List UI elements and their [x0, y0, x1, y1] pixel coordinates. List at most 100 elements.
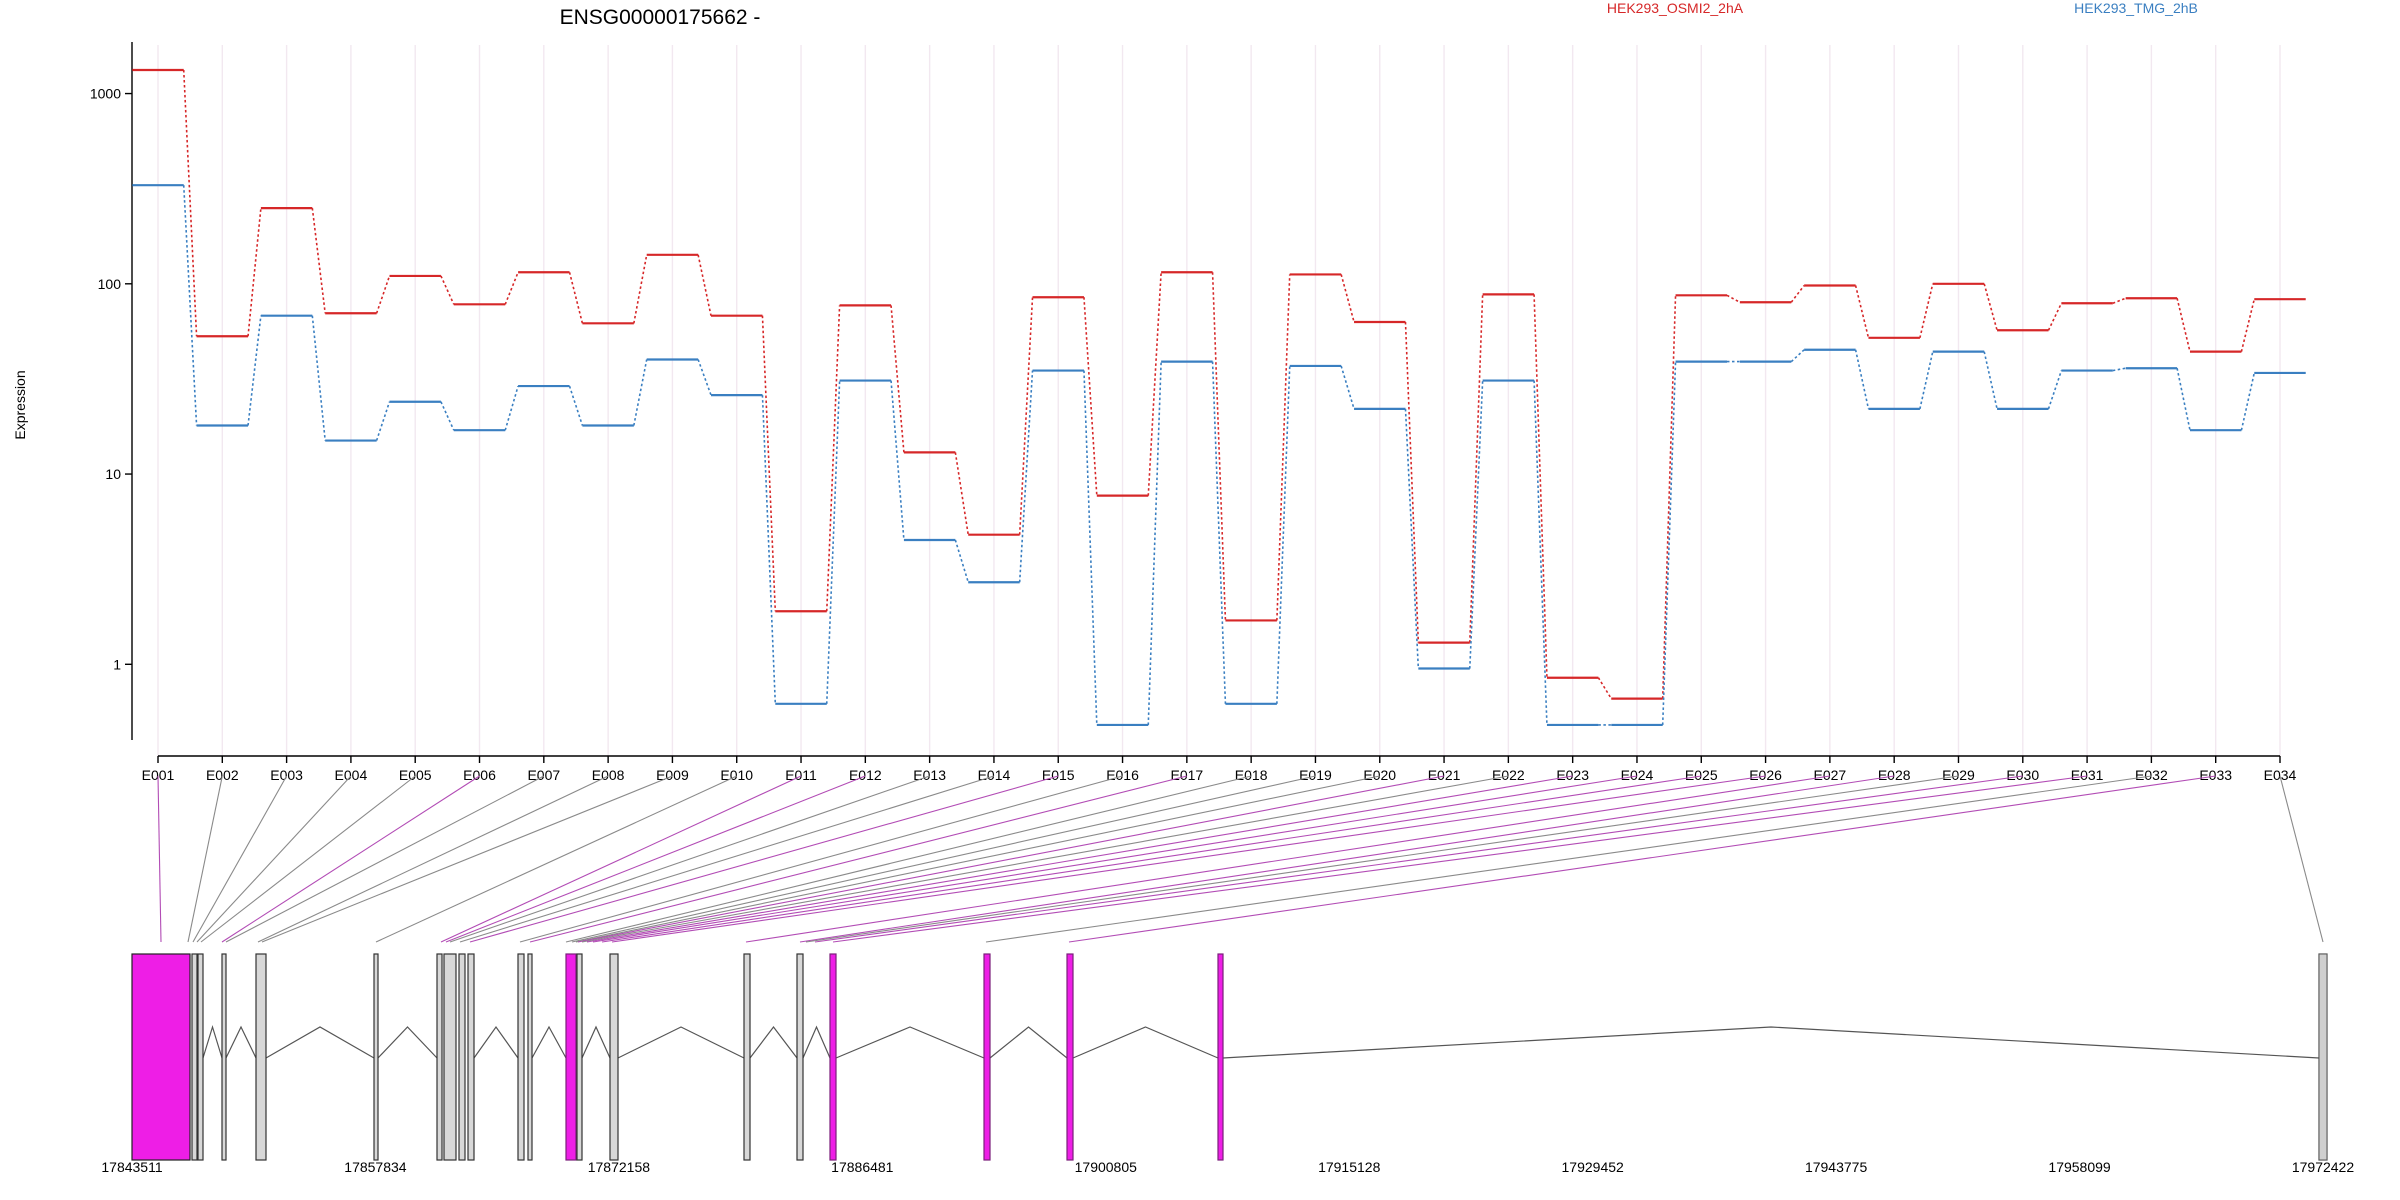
transition-E001 — [182, 185, 198, 426]
transition-E015 — [1083, 297, 1098, 496]
x-tick-label-E004: E004 — [335, 767, 368, 783]
transition-E002 — [247, 208, 262, 337]
transition-E017 — [1211, 272, 1227, 621]
transition-E019 — [1340, 274, 1355, 323]
transition-E033 — [2240, 372, 2256, 431]
x-tick-label-E005: E005 — [399, 767, 432, 783]
genomic-coordinate-label: 17857834 — [344, 1159, 407, 1175]
transition-E004 — [375, 401, 391, 441]
genomic-coordinate-label: 17872158 — [588, 1159, 651, 1175]
x-tick-label-E014: E014 — [978, 767, 1011, 783]
transition-E011 — [825, 380, 841, 704]
exon-box — [221, 953, 227, 1161]
exon-box — [527, 953, 533, 1161]
legend-entry-osmi2: HEK293_OSMI2_2hA — [1607, 0, 1744, 16]
connector-E021 — [577, 775, 1445, 943]
genomic-coordinate-label: 17929452 — [1562, 1159, 1625, 1175]
connector-E014 — [459, 775, 995, 943]
transition-E005 — [440, 401, 455, 431]
x-tick-label-E024: E024 — [1621, 767, 1654, 783]
x-tick-label-E001: E001 — [142, 767, 175, 783]
x-tick-label-E013: E013 — [913, 767, 946, 783]
series-osmi2 — [132, 68, 2306, 700]
exon-connectors — [157, 775, 2324, 943]
connector-E003 — [192, 775, 288, 943]
x-tick-label-E032: E032 — [2135, 767, 2168, 783]
transition-E012 — [890, 380, 905, 541]
transition-E007 — [568, 385, 584, 426]
exon-box — [517, 953, 525, 1161]
transition-E014 — [1018, 370, 1034, 583]
exon-box — [458, 953, 466, 1161]
y-tick-label: 10 — [105, 466, 121, 482]
transition-E007 — [568, 272, 584, 324]
connector-E007 — [225, 775, 545, 943]
transition-E008 — [633, 254, 648, 324]
gene-model: 17843511 17857834 17872158 17886481 17900805… — [101, 953, 2355, 1175]
exon-box — [467, 953, 475, 1161]
transition-E024 — [1661, 295, 1677, 699]
x-tick-label-E021: E021 — [1428, 767, 1461, 783]
connector-E027 — [745, 775, 1830, 943]
transition-E004 — [375, 275, 391, 314]
transition-E033 — [2240, 299, 2256, 352]
transition-E031 — [2112, 367, 2126, 372]
connector-E001 — [157, 775, 162, 943]
transition-E003 — [311, 208, 326, 314]
x-tick-label-E019: E019 — [1299, 767, 1332, 783]
x-tick-label-E026: E026 — [1749, 767, 1782, 783]
transition-E013 — [954, 539, 969, 583]
transition-E030 — [2047, 370, 2063, 410]
connector-E032 — [985, 775, 2152, 943]
connector-E008 — [257, 775, 609, 943]
x-tick-label-E023: E023 — [1556, 767, 1589, 783]
x-tick-label-E003: E003 — [270, 767, 303, 783]
connector-E020 — [575, 775, 1380, 943]
transition-E022 — [1533, 294, 1548, 678]
transition-E027 — [1854, 349, 1870, 410]
y-tick-label: 1000 — [90, 86, 121, 102]
connector-E028 — [799, 775, 1895, 943]
connector-E016 — [519, 775, 1123, 943]
exon-box — [1217, 953, 1224, 1161]
connector-E022 — [581, 775, 1509, 943]
exon-box — [983, 953, 991, 1161]
transition-E011 — [825, 305, 841, 612]
transition-E006 — [504, 271, 519, 305]
transition-E028 — [1919, 351, 1934, 410]
title-layer: ENSG00000175662 - HEK293_OSMI2_2hA HEK29… — [12, 0, 2198, 440]
transition-E031 — [2112, 297, 2126, 305]
connector-E019 — [571, 775, 1316, 943]
x-tick-label-E002: E002 — [206, 767, 239, 783]
transition-E029 — [1983, 351, 1998, 410]
x-tick-label-E008: E008 — [592, 767, 625, 783]
transition-E026 — [1790, 284, 1805, 303]
exon-box — [197, 953, 204, 1161]
y-axis-label: Expression — [12, 370, 28, 439]
connector-E010 — [375, 775, 737, 943]
exon-box — [255, 953, 267, 1161]
transition-E019 — [1340, 365, 1355, 410]
genomic-coordinate-label: 17972422 — [2292, 1159, 2355, 1175]
y-tick-label: 100 — [98, 276, 122, 292]
connector-E009 — [261, 775, 673, 943]
connector-E024 — [592, 775, 1638, 943]
intron-lines — [202, 1024, 2320, 1059]
exon-box — [131, 953, 191, 1161]
transition-E016 — [1147, 361, 1162, 725]
transition-E024 — [1661, 361, 1677, 725]
genomic-coordinate-label: 17958099 — [2048, 1159, 2111, 1175]
transition-E018 — [1276, 365, 1291, 704]
connector-E025 — [601, 775, 1702, 943]
connector-E004 — [196, 775, 352, 943]
x-tick-label-E010: E010 — [720, 767, 753, 783]
exon-box — [1066, 953, 1074, 1161]
exon-box — [576, 953, 583, 1161]
series-tmg — [132, 184, 2306, 727]
genomic-coordinate-label: 17886481 — [831, 1159, 894, 1175]
transition-E002 — [247, 315, 262, 426]
exon-box — [373, 953, 379, 1161]
transition-E010 — [761, 315, 777, 612]
connector-E005 — [200, 775, 416, 943]
